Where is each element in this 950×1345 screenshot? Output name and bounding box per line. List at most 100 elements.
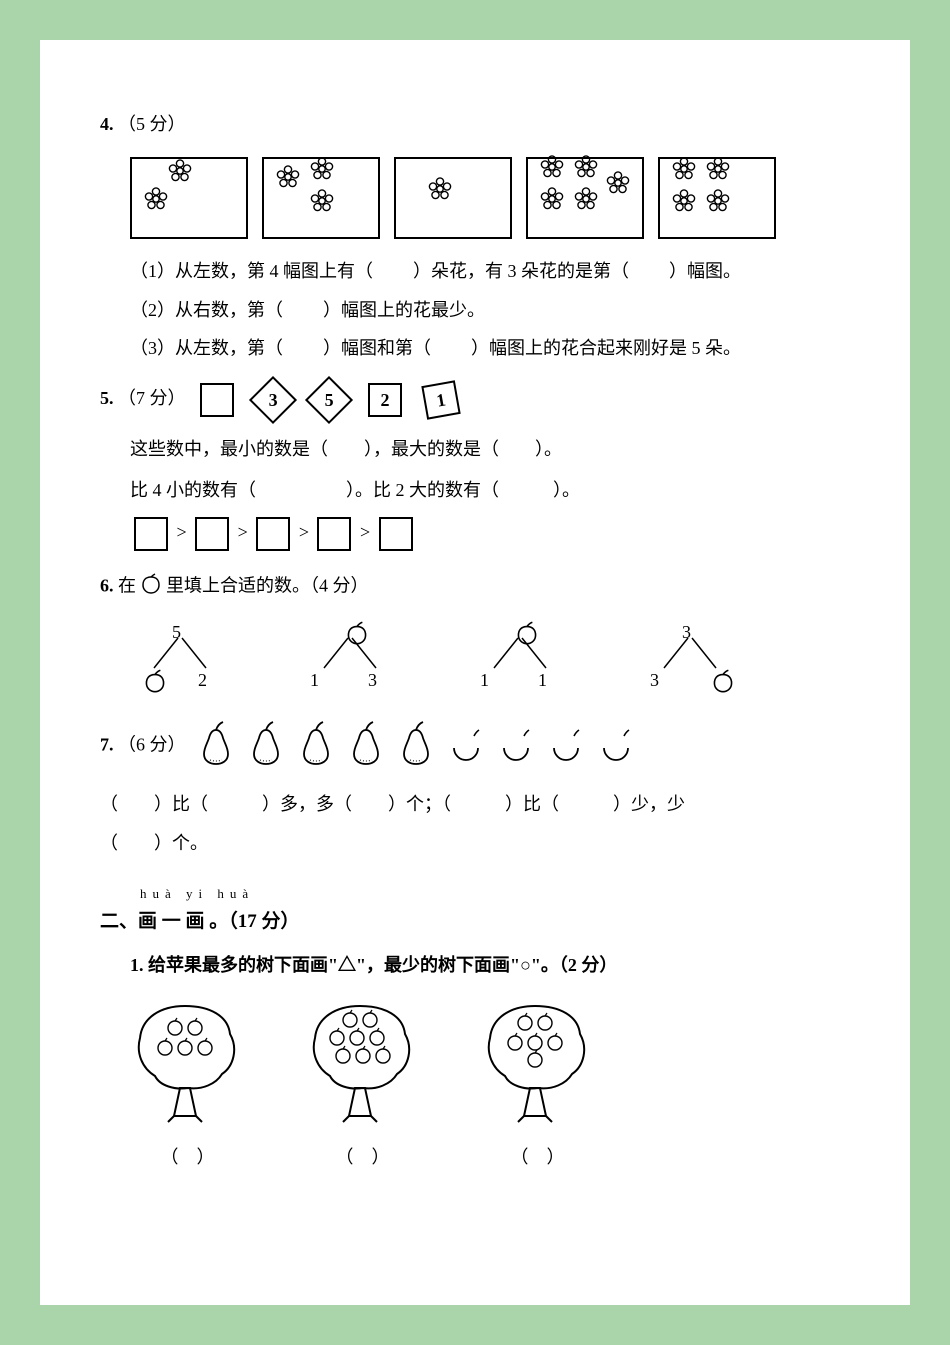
shape-square-1-tilted: 1 xyxy=(421,380,460,419)
apple-tree-3: （ ） xyxy=(480,998,595,1172)
q4-sub3: （3）从左数，第（ ）幅图和第（ ）幅图上的花合起来刚好是 5 朵。 xyxy=(130,334,860,363)
q4-s3b: ）幅图和第（ xyxy=(323,338,431,358)
number-shapes: 3 5 2 1 xyxy=(200,383,458,417)
number-bond-2: 13 xyxy=(300,618,400,698)
tree-answer-2: （ ） xyxy=(305,1143,420,1172)
q4-sub2: （2）从右数，第（）幅图上的花最少。 xyxy=(130,296,860,325)
bond-left: 1 xyxy=(480,666,489,695)
pear-icon xyxy=(296,718,336,775)
q5-label: 5. xyxy=(100,388,114,408)
flower-icon xyxy=(705,156,731,191)
num-1: 3 xyxy=(269,386,278,415)
gt-box-1 xyxy=(134,517,168,551)
open-circle-icon xyxy=(546,718,586,775)
q4-s3c: ）幅图上的花合起来刚好是 5 朵。 xyxy=(471,338,741,358)
gt-box-3 xyxy=(256,517,290,551)
gt-3: > xyxy=(299,522,309,542)
flower-icon xyxy=(671,188,697,223)
num-4: 1 xyxy=(434,385,448,415)
flower-icon xyxy=(573,186,599,221)
open-circle-icon xyxy=(446,718,486,775)
flower-icon xyxy=(275,164,301,199)
flower-box-1 xyxy=(130,157,248,239)
apple-inline-icon xyxy=(138,571,164,604)
pinyin: huà yi huà xyxy=(140,884,860,905)
bond-top xyxy=(342,618,372,657)
flower-box-2 xyxy=(262,157,380,239)
flower-box-3 xyxy=(394,157,512,239)
gt-2: > xyxy=(238,522,248,542)
question-6: 6. 在里填上合适的数。（4 分） 52131133 xyxy=(100,571,860,698)
tree-answer-3: （ ） xyxy=(480,1143,595,1172)
q7-line2: （ ）个。 xyxy=(100,829,860,858)
flower-box-5 xyxy=(658,157,776,239)
gt-4: > xyxy=(360,522,370,542)
trees-row: （ ） （ ） （ ） xyxy=(130,998,860,1172)
q7-points: （6 分） xyxy=(118,734,186,754)
number-bond-3: 11 xyxy=(470,618,570,698)
pear-icon xyxy=(346,718,386,775)
q4-s3a: （3）从左数，第（ xyxy=(130,338,283,358)
worksheet-page: 4. （5 分） （1）从左数，第 4 幅图上有（ ）朵花，有 3 朵花的是第（ ）… xyxy=(40,40,910,1305)
flower-box-4 xyxy=(526,157,644,239)
number-bond-1: 52 xyxy=(130,618,230,698)
bond-left: 1 xyxy=(310,666,319,695)
flower-icon xyxy=(427,176,453,211)
question-5: 5. （7 分） 3 5 2 1 这些数中，最小的数是（ ），最大的数是（ ）。… xyxy=(100,383,860,551)
shape-square-blank xyxy=(200,383,234,417)
shape-diamond-5: 5 xyxy=(305,376,353,424)
q4-sub1: （1）从左数，第 4 幅图上有（ ）朵花，有 3 朵花的是第（ ）幅图。 xyxy=(130,257,860,286)
bond-top: 5 xyxy=(172,618,181,647)
gt-1: > xyxy=(177,522,187,542)
q4-label: 4. xyxy=(100,114,114,134)
q4-s2a: （2）从右数，第（ xyxy=(130,300,283,320)
tree-answer-1: （ ） xyxy=(130,1143,245,1172)
bond-top: 3 xyxy=(682,618,691,647)
question-7: 7. （6 分） （ ）比（ ）多，多（ ）个；（ ）比（ ）少，少 （ ）个。 xyxy=(100,718,860,858)
sec2-q1: 1. 给苹果最多的树下面画"△"，最少的树下面画"○"。（2 分） xyxy=(130,951,860,980)
bond-top xyxy=(512,618,542,657)
flower-icon xyxy=(539,186,565,221)
gt-box-5 xyxy=(379,517,413,551)
flower-icon xyxy=(309,188,335,223)
bond-right: 2 xyxy=(198,666,207,695)
flower-icon xyxy=(705,188,731,223)
q7-label: 7. xyxy=(100,734,114,754)
flower-icon xyxy=(167,158,193,193)
open-circle-icon xyxy=(496,718,536,775)
gt-box-2 xyxy=(195,517,229,551)
apple-tree-2: （ ） xyxy=(305,998,420,1172)
q5-comparison-row: > > > > xyxy=(130,517,860,551)
flower-box-row xyxy=(130,157,860,239)
section-2-title: 二、画 一 画 。（17 分） xyxy=(100,907,860,937)
flower-icon xyxy=(605,170,631,205)
section-2: huà yi huà 二、画 一 画 。（17 分） 1. 给苹果最多的树下面画… xyxy=(100,884,860,1172)
flower-icon xyxy=(573,154,599,189)
number-bond-4: 33 xyxy=(640,618,740,698)
q4-points: （5 分） xyxy=(118,114,186,134)
pear-icon xyxy=(396,718,436,775)
shape-square-2: 2 xyxy=(368,383,402,417)
bond-right: 3 xyxy=(368,666,377,695)
number-bonds-row: 52131133 xyxy=(130,618,860,698)
q4-s1a: （1）从左数，第 4 幅图上有（ xyxy=(130,261,373,281)
bond-right: 1 xyxy=(538,666,547,695)
pears-circles-row xyxy=(196,718,636,775)
q4-s1c: ）幅图。 xyxy=(669,261,741,281)
flower-icon xyxy=(671,156,697,191)
q4-s1b: ）朵花，有 3 朵花的是第（ xyxy=(413,261,629,281)
flower-icon xyxy=(539,154,565,189)
q5-sub1: 这些数中，最小的数是（ ），最大的数是（ ）。 xyxy=(130,435,860,464)
num-2: 5 xyxy=(325,386,334,415)
gt-box-4 xyxy=(317,517,351,551)
question-4: 4. （5 分） （1）从左数，第 4 幅图上有（ ）朵花，有 3 朵花的是第（ ）… xyxy=(100,110,860,363)
shape-diamond-3: 3 xyxy=(249,376,297,424)
q5-sub2: 比 4 小的数有（ ）。比 2 大的数有（ ）。 xyxy=(130,476,860,505)
flower-icon xyxy=(143,186,169,221)
q6-text-b: 里填上合适的数。（4 分） xyxy=(166,575,369,595)
bond-left: 3 xyxy=(650,666,659,695)
q7-line1: （ ）比（ ）多，多（ ）个；（ ）比（ ）少，少 xyxy=(100,790,860,819)
flower-icon xyxy=(309,156,335,191)
q6-label: 6. xyxy=(100,575,114,595)
q6-text-a: 在 xyxy=(118,575,136,595)
